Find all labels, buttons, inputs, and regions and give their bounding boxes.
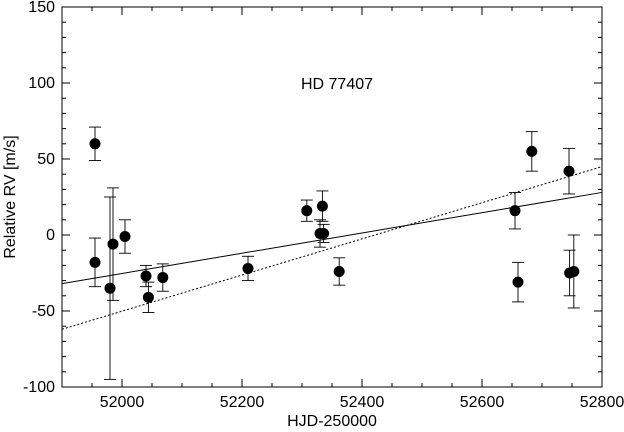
data-point: [242, 262, 254, 274]
data-point: [568, 265, 580, 277]
y-tick-label: 100: [28, 75, 55, 92]
data-point: [104, 282, 116, 294]
x-tick-label: 52600: [460, 394, 505, 411]
data-point: [119, 231, 131, 243]
y-axis-title: Relative RV [m/s]: [2, 135, 19, 258]
star-name-annotation: HD 77407: [301, 76, 373, 93]
data-point: [526, 145, 538, 157]
x-tick-label: 52200: [220, 394, 265, 411]
data-point: [316, 200, 328, 212]
data-point: [89, 256, 101, 268]
data-point: [142, 291, 154, 303]
data-point: [512, 276, 524, 288]
data-point: [318, 227, 330, 239]
fit-line-dotted: [61, 166, 603, 330]
x-tick-label: 52400: [340, 394, 385, 411]
x-tick-label: 52800: [580, 394, 624, 411]
data-point: [107, 238, 119, 250]
data-points: [89, 126, 580, 380]
axis-ticks: 52000 52200 52400 52600 52800 -100 -50 0 50 100 15…: [23, 0, 624, 411]
data-point: [563, 165, 575, 177]
data-point: [333, 265, 345, 277]
data-point: [89, 138, 101, 150]
x-tick-label: 52000: [100, 394, 145, 411]
y-tick-label: 50: [37, 151, 55, 168]
y-tick-label: -50: [32, 303, 55, 320]
data-point: [301, 205, 313, 217]
y-tick-label: 0: [46, 227, 55, 244]
data-point: [509, 205, 521, 217]
y-tick-label: 150: [28, 0, 55, 16]
data-point: [157, 272, 169, 284]
x-axis-title: HJD-250000: [287, 413, 377, 430]
y-tick-label: -100: [23, 379, 55, 396]
data-point: [140, 270, 152, 282]
